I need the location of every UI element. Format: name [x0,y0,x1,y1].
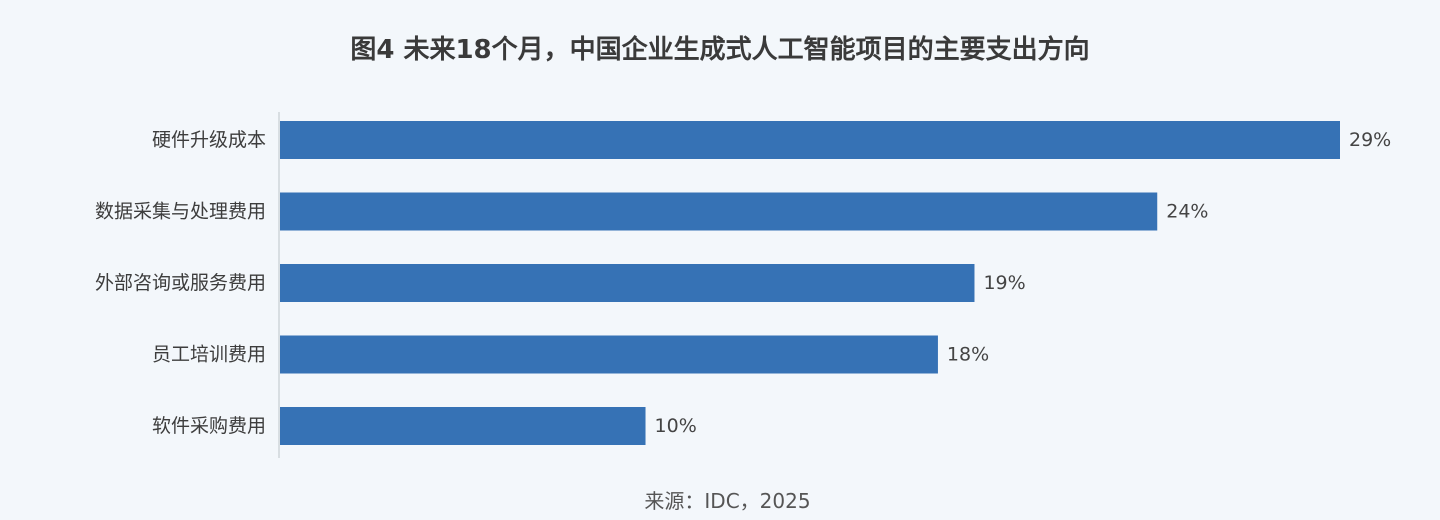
source-note: 来源：IDC，2025 [644,489,811,513]
category-label: 数据采集与处理费用 [95,201,266,223]
value-label: 10% [655,415,697,437]
bar [280,407,646,445]
bar [280,335,938,374]
category-label: 员工培训费用 [152,344,266,366]
chart-title: 图4 未来18个月，中国企业生成式人工智能项目的主要支出方向 [350,35,1090,65]
bar [280,121,1340,159]
category-label: 外部咨询或服务费用 [95,272,266,294]
bars-group: 硬件升级成本 29% 数据采集与处理费用 24% 外部咨询或服务费用 19% 员工培训费用 1… [95,121,1391,445]
value-label: 29% [1349,129,1391,151]
category-label: 硬件升级成本 [152,129,266,151]
category-label: 软件采购费用 [152,415,266,437]
value-label: 18% [947,344,989,366]
value-label: 24% [1166,201,1208,223]
bar [280,264,975,302]
value-label: 19% [983,272,1025,294]
bar [280,192,1158,231]
